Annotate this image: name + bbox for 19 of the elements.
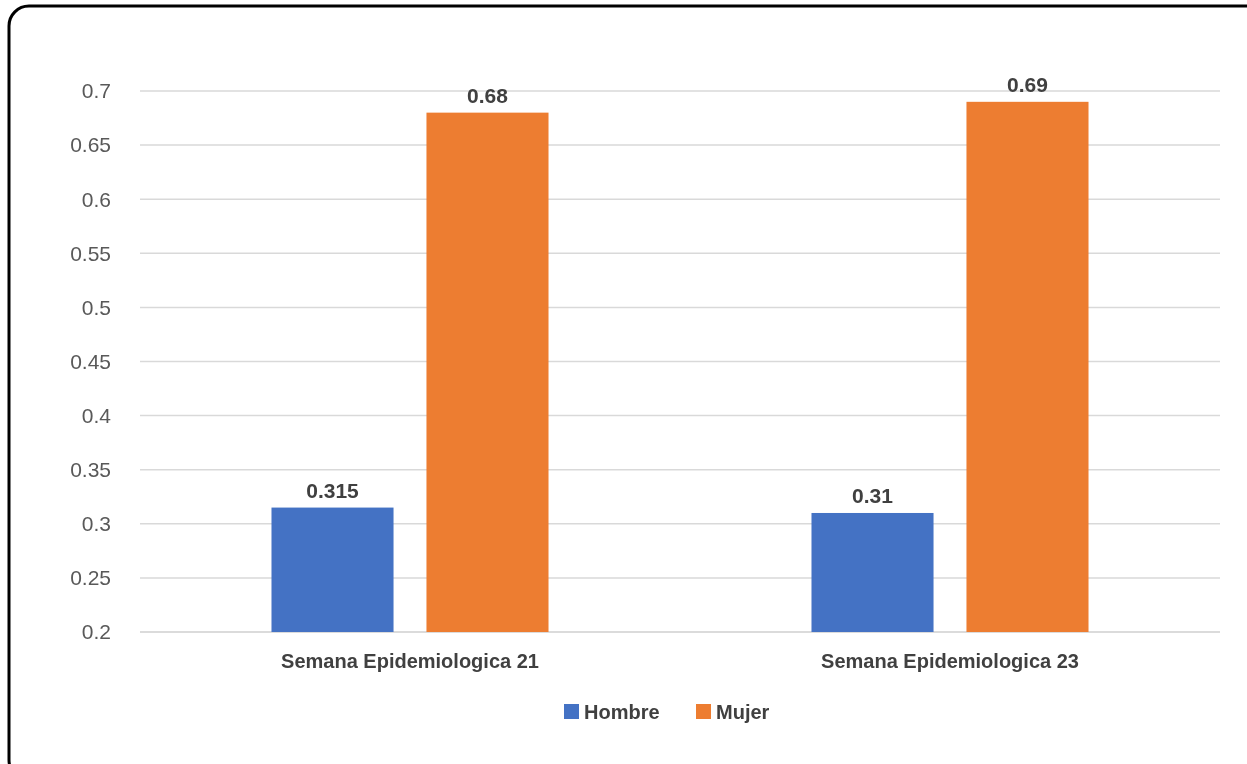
y-tick-label: 0.4 bbox=[81, 403, 112, 427]
y-tick-label: 0.7 bbox=[81, 79, 111, 103]
y-tick-label: 0.65 bbox=[70, 133, 111, 157]
data-label: 0.68 bbox=[467, 83, 509, 107]
y-tick-label: 0.6 bbox=[81, 187, 111, 211]
y-tick-label: 0.3 bbox=[81, 512, 111, 536]
x-tick-label: Semana Epidemiologica 21 bbox=[281, 650, 539, 672]
data-label: 0.31 bbox=[852, 483, 894, 507]
y-tick-label: 0.2 bbox=[81, 620, 111, 644]
y-tick-label: 0.45 bbox=[70, 349, 111, 373]
legend-label: Mujer bbox=[716, 701, 770, 723]
legend-label: Hombre bbox=[584, 701, 660, 723]
data-label: 0.69 bbox=[1007, 72, 1048, 96]
data-label: 0.315 bbox=[306, 478, 360, 502]
y-tick-label: 0.5 bbox=[81, 295, 111, 319]
y-tick-label: 0.35 bbox=[70, 458, 111, 482]
x-tick-label: Semana Epidemiologica 23 bbox=[821, 650, 1079, 672]
y-tick-label: 0.25 bbox=[70, 566, 111, 590]
y-tick-label: 0.55 bbox=[70, 241, 111, 265]
